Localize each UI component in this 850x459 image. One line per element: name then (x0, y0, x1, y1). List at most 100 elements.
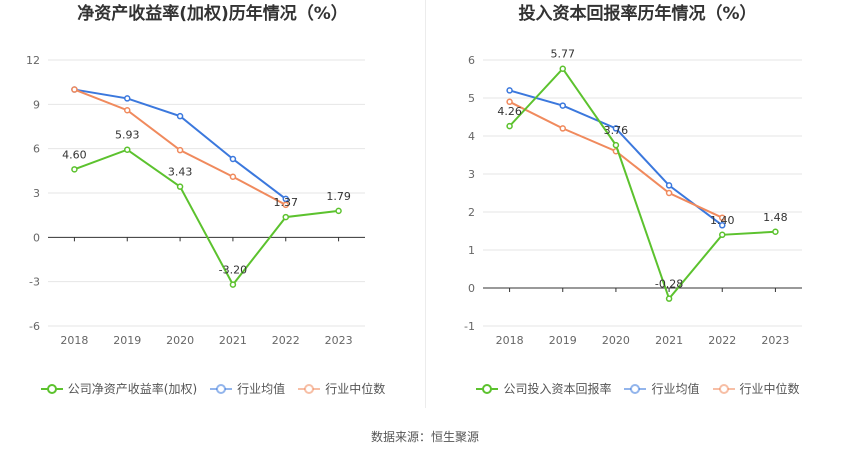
data-point (612, 141, 620, 149)
roic-chart-panel: 投入资本回报率历年情况（%） -1 0 1 2 3 4 5 6 2018 2019 2020 2021… (425, 0, 850, 410)
y-tick-label: -1 (464, 320, 475, 333)
legend-swatch-icon (210, 383, 233, 394)
legend-label: 行业中位数 (739, 382, 800, 396)
data-label: 3.43 (168, 166, 193, 179)
legend-item[interactable]: 行业中位数 (297, 380, 385, 397)
roe-chart-legend: 公司净资产收益率(加权) 行业均值 行业中位数 (0, 380, 425, 397)
roic-line-chart: -1 0 1 2 3 4 5 6 2018 2019 2020 2021 2022 2023 4.26 5.7… (464, 48, 802, 347)
y-tick-label: 6 (468, 54, 475, 67)
legend-swatch-icon (40, 383, 63, 394)
legend-label: 公司投入资本回报率 (503, 382, 612, 396)
data-point (124, 95, 131, 102)
data-label: 5.77 (551, 48, 576, 61)
series-line (508, 67, 776, 301)
data-point (665, 189, 673, 197)
data-label: 4.26 (497, 105, 521, 118)
series-line (74, 148, 339, 287)
data-point (176, 112, 184, 120)
data-point (719, 231, 726, 239)
legend-item[interactable]: 行业均值 (209, 380, 285, 397)
data-point (506, 98, 513, 106)
roe-chart-panel: 净资产收益率(加权)历年情况（%） -6 -3 0 3 6 9 12 2018 2019 2020… (0, 0, 425, 410)
y-tick-label: 6 (33, 143, 40, 156)
data-point (282, 195, 289, 203)
data-point (229, 155, 237, 163)
series-line (74, 88, 287, 200)
data-label: 3.76 (604, 124, 629, 137)
chart-title: 投入资本回报率历年情况（%） (518, 4, 757, 24)
legend-item[interactable]: 公司净资产收益率(加权) (40, 380, 197, 397)
x-tick-label: 2020 (602, 334, 630, 347)
legend-label: 行业中位数 (325, 382, 386, 396)
legend-item[interactable]: 公司投入资本回报率 (475, 380, 611, 397)
legend-swatch-icon (476, 383, 499, 394)
data-point (665, 182, 673, 189)
roic-chart-legend: 公司投入资本回报率 行业均值 行业中位数 (425, 380, 850, 397)
legend-item[interactable]: 行业均值 (623, 380, 700, 397)
y-tick-label: 0 (33, 231, 40, 244)
data-point (124, 146, 131, 153)
data-label: 5.93 (115, 129, 140, 142)
data-point (229, 173, 237, 180)
data-label: 1.37 (274, 196, 299, 209)
series-line (509, 89, 723, 227)
x-tick-label: 2023 (761, 334, 789, 347)
data-label: 1.40 (710, 214, 735, 227)
data-source-note: 数据来源：恒生聚源 (370, 430, 479, 444)
panel-divider (425, 0, 426, 408)
data-point (559, 102, 566, 109)
data-label: 4.60 (62, 148, 87, 161)
legend-swatch-icon (624, 383, 647, 394)
data-point (282, 201, 289, 209)
x-tick-label: 2020 (166, 334, 194, 347)
data-point (665, 295, 673, 302)
data-label: 1.48 (763, 211, 788, 224)
y-tick-label: -6 (29, 320, 40, 333)
data-point (176, 183, 184, 190)
x-tick-label: 2021 (655, 334, 683, 347)
data-point (772, 228, 779, 236)
data-point (719, 222, 726, 229)
x-tick-label: 2022 (272, 334, 300, 347)
legend-label: 行业均值 (237, 382, 286, 396)
legend-swatch-icon (712, 383, 735, 394)
x-tick-label: 2018 (60, 334, 88, 347)
x-tick-label: 2022 (708, 334, 736, 347)
y-tick-label: 2 (468, 206, 475, 219)
x-tick-label: 2019 (549, 334, 577, 347)
y-tick-label: -3 (29, 276, 40, 289)
y-tick-label: 9 (33, 98, 40, 111)
y-tick-label: 1 (468, 244, 475, 257)
x-tick-label: 2019 (113, 334, 141, 347)
data-point (612, 125, 620, 132)
data-point (506, 122, 513, 130)
data-point (176, 146, 184, 154)
data-point (559, 125, 566, 132)
legend-item[interactable]: 行业中位数 (712, 380, 800, 397)
data-point (282, 213, 289, 221)
data-point (559, 65, 566, 72)
data-point (229, 281, 237, 288)
data-label: -0.28 (655, 278, 683, 291)
y-tick-label: 5 (468, 92, 475, 105)
legend-label: 行业均值 (651, 382, 700, 396)
y-tick-label: 3 (33, 187, 40, 200)
y-tick-label: 4 (468, 130, 475, 143)
roe-line-chart: -6 -3 0 3 6 9 12 2018 2019 2020 2021 2022 2023 4.60 5.… (26, 54, 365, 347)
data-point (71, 86, 78, 93)
data-label: -3.20 (219, 264, 247, 277)
y-tick-label: 0 (468, 282, 475, 295)
data-point (719, 214, 726, 221)
x-tick-label: 2021 (219, 334, 247, 347)
legend-label: 公司净资产收益率(加权) (67, 382, 198, 396)
data-label: 1.79 (326, 190, 351, 203)
data-point (335, 207, 342, 215)
data-point (124, 106, 131, 114)
y-tick-label: 3 (468, 168, 475, 181)
y-tick-label: 12 (26, 54, 40, 67)
data-point (506, 87, 513, 94)
chart-title: 净资产收益率(加权)历年情况（%） (77, 4, 348, 24)
legend-swatch-icon (298, 383, 321, 394)
data-point (71, 166, 78, 173)
x-tick-label: 2023 (325, 334, 353, 347)
